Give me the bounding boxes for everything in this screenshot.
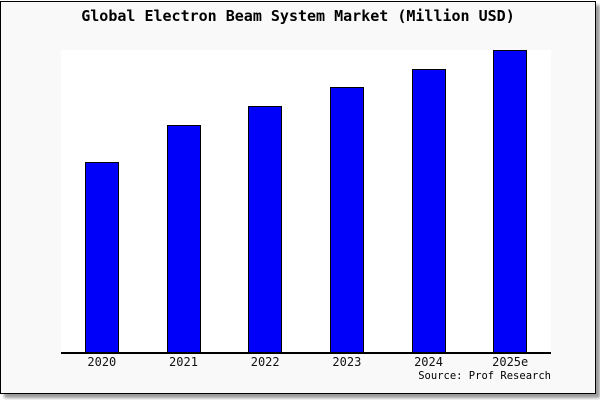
x-tick-label-2021: 2021 xyxy=(169,355,198,369)
bar-slot-2025e xyxy=(469,50,551,352)
plot-area xyxy=(61,50,551,354)
bar-slot-2023 xyxy=(306,50,388,352)
bar-2024 xyxy=(411,69,446,352)
bar-slot-2022 xyxy=(224,50,306,352)
bar-2020 xyxy=(84,162,119,352)
bar-2022 xyxy=(248,105,283,352)
bar-slot-2020 xyxy=(61,50,143,352)
x-tick-label-2022: 2022 xyxy=(250,355,280,369)
bar-2025e xyxy=(493,50,528,352)
chart-title: Global Electron Beam System Market (Mill… xyxy=(81,7,515,25)
source-credit: Source: Prof Research xyxy=(418,370,551,382)
bar-slot-2024 xyxy=(388,50,470,352)
x-tick-label-2023: 2023 xyxy=(332,355,362,369)
chart-panel: Global Electron Beam System Market (Mill… xyxy=(0,1,596,394)
bar-2021 xyxy=(166,124,201,352)
x-tick-label-2020: 2020 xyxy=(87,355,117,369)
x-tick-label-2025e: 2025e xyxy=(492,355,529,369)
x-axis-labels: 2020 2021 2022 2023 2024 2025e xyxy=(61,356,551,369)
bar-2023 xyxy=(329,86,364,352)
bar-slot-2021 xyxy=(143,50,225,352)
x-tick-label-2024: 2024 xyxy=(414,355,443,369)
